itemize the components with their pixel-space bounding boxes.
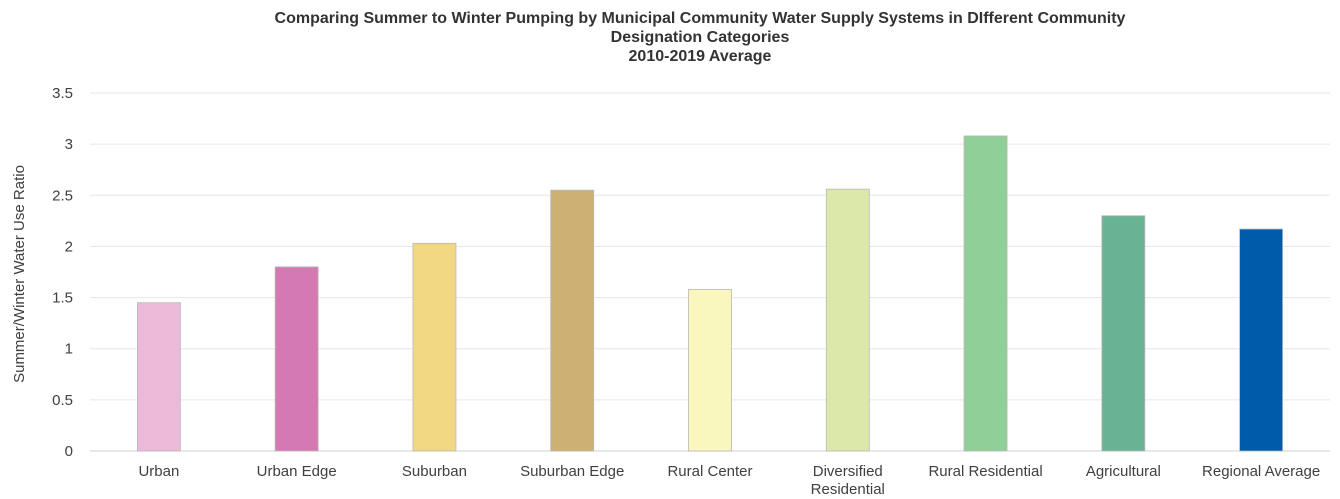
x-tick-label: Urban bbox=[138, 463, 179, 480]
bars bbox=[136, 135, 1284, 452]
x-tick-label: Suburban Edge bbox=[520, 463, 624, 480]
bar-suburban bbox=[412, 242, 457, 452]
y-tick-label: 2.5 bbox=[52, 187, 73, 204]
bar-suburban-edge bbox=[550, 189, 595, 452]
bar-urban bbox=[136, 302, 181, 452]
chart-title-line-1: Comparing Summer to Winter Pumping by Mu… bbox=[274, 10, 1126, 27]
y-tick-label: 2 bbox=[65, 238, 73, 255]
bar-urban-edge bbox=[274, 266, 319, 452]
x-tick-label: Urban Edge bbox=[257, 463, 337, 480]
y-tick-label: 3.5 bbox=[52, 85, 73, 102]
x-tick-label: Diversified Residential bbox=[811, 463, 885, 498]
y-tick-label: 3 bbox=[65, 136, 73, 153]
x-tick-label: Rural Residential bbox=[928, 463, 1042, 480]
bar-agricultural bbox=[1101, 215, 1146, 452]
y-axis-ticks: 0 0.5 1 1.5 2 2.5 3 3.5 bbox=[52, 85, 73, 460]
chart-title-line-2: Designation Categories bbox=[610, 29, 790, 46]
x-tick-label: Suburban bbox=[402, 463, 467, 480]
y-tick-label: 0 bbox=[65, 443, 73, 460]
chart-subtitle: 2010-2019 Average bbox=[628, 48, 772, 65]
bar-rural-residential bbox=[963, 135, 1008, 452]
y-axis-title: Summer/Winter Water Use Ratio bbox=[11, 165, 28, 383]
y-tick-label: 1 bbox=[65, 341, 73, 358]
x-axis-labels: Urban Urban Edge Suburban Suburban Edge Rura… bbox=[138, 463, 1320, 498]
bar-rural-center bbox=[688, 288, 732, 452]
bar-diversified-residential bbox=[825, 188, 870, 452]
bar-regional-average bbox=[1239, 228, 1284, 452]
y-tick-label: 0.5 bbox=[52, 392, 73, 409]
x-tick-label: Regional Average bbox=[1202, 463, 1320, 480]
chart-title: Comparing Summer to Winter Pumping by Mu… bbox=[0, 9, 1340, 66]
x-tick-label: Rural Center bbox=[667, 463, 752, 480]
x-tick-label: Agricultural bbox=[1086, 463, 1161, 480]
y-tick-label: 1.5 bbox=[52, 290, 73, 307]
